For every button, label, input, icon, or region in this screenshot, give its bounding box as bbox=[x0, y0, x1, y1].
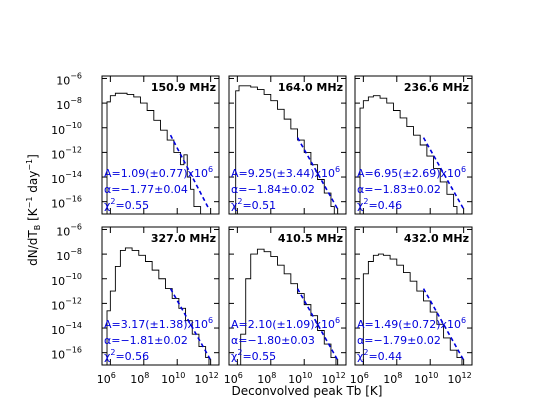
fit-alpha: α=−1.81±0.02 bbox=[104, 334, 188, 347]
fit-alpha: α=−1.80±0.03 bbox=[231, 334, 315, 347]
fit-amplitude: A=9.25(±3.44)x106 bbox=[231, 165, 340, 180]
fit-amplitude: A=2.10(±1.09)x106 bbox=[231, 316, 340, 331]
fit-amplitude: A=3.17(±1.38)x106 bbox=[104, 316, 213, 331]
frequency-label: 410.5 MHz bbox=[278, 232, 343, 245]
fit-chi-squared: χ2=0.46 bbox=[357, 197, 402, 212]
fit-alpha: α=−1.77±0.04 bbox=[104, 183, 188, 196]
histogram-line bbox=[240, 248, 337, 365]
y-tick-label: 10−16 bbox=[51, 346, 82, 362]
panel-6: 432.0 MHz A=1.49(±0.72)x106 α=−1.79±0.02χ2… bbox=[354, 226, 473, 366]
fit-chi-squared: χ2=0.56 bbox=[104, 348, 149, 363]
svg-text:dN/dTB [K−1 day−1]: dN/dTB [K−1 day−1] bbox=[25, 154, 42, 266]
y-tick-label: 10−10 bbox=[51, 121, 82, 137]
panel-frame bbox=[354, 226, 473, 366]
panel-5: 410.5 MHz A=2.10(±1.09)x106 α=−1.80±0.03χ2… bbox=[228, 226, 347, 366]
frequency-label: 236.6 MHz bbox=[404, 81, 469, 94]
panel-frame bbox=[101, 226, 220, 366]
x-tick-label: 1012 bbox=[448, 371, 472, 386]
panel-frame bbox=[354, 75, 473, 215]
histogram-line bbox=[106, 247, 210, 365]
histogram-line bbox=[359, 95, 458, 214]
y-tick-label: 10−14 bbox=[51, 170, 82, 186]
fit-chi-squared: χ2=0.44 bbox=[357, 348, 402, 363]
x-tick-label: 1012 bbox=[195, 371, 219, 386]
fit-amplitude: A=6.95(±2.69)x106 bbox=[357, 165, 466, 180]
y-tick-label: 10−6 bbox=[56, 71, 82, 87]
frequency-label: 164.0 MHz bbox=[278, 81, 343, 94]
fit-alpha: α=−1.83±0.02 bbox=[357, 183, 441, 196]
y-tick-label: 10−8 bbox=[56, 96, 82, 112]
y-tick-label: 10−12 bbox=[51, 145, 82, 161]
histogram-line bbox=[362, 253, 463, 365]
histogram-line bbox=[106, 92, 202, 214]
y-tick-label: 10−16 bbox=[51, 195, 82, 211]
y-tick-label: 10−14 bbox=[51, 321, 82, 337]
fit-amplitude: A=1.09(±0.77)x106 bbox=[104, 165, 213, 180]
frequency-label: 432.0 MHz bbox=[404, 232, 469, 245]
x-tick-label: 106 bbox=[97, 371, 116, 386]
panel-frame bbox=[228, 75, 347, 215]
y-tick-label: 10−8 bbox=[56, 247, 82, 263]
fit-alpha: α=−1.79±0.02 bbox=[357, 334, 441, 347]
frequency-label: 327.0 MHz bbox=[151, 232, 216, 245]
histogram-line bbox=[235, 85, 335, 214]
frequency-label: 150.9 MHz bbox=[151, 81, 216, 94]
x-tick-label: 1010 bbox=[414, 371, 438, 386]
y-axis-label: dN/dTB [K−1 day−1] bbox=[25, 154, 42, 266]
x-tick-label: 108 bbox=[130, 371, 149, 386]
y-tick-label: 10−10 bbox=[51, 272, 82, 288]
panel-1: 150.9 MHz A=1.09(±0.77)x106 α=−1.77±0.04χ2… bbox=[101, 75, 220, 215]
y-tick-label: 10−6 bbox=[56, 222, 82, 238]
fit-amplitude: A=1.49(±0.72)x106 bbox=[357, 316, 466, 331]
y-tick-label: 10−12 bbox=[51, 296, 82, 312]
panel-4: 327.0 MHz A=3.17(±1.38)x106 α=−1.81±0.02χ2… bbox=[101, 226, 220, 366]
panel-frame bbox=[228, 226, 347, 366]
x-tick-label: 108 bbox=[383, 371, 402, 386]
x-axis-label: Deconvolved peak Tb [K] bbox=[232, 384, 383, 398]
panel-frame bbox=[101, 75, 220, 215]
fit-alpha: α=−1.84±0.02 bbox=[231, 183, 315, 196]
fit-chi-squared: χ2=0.55 bbox=[104, 197, 149, 212]
fit-chi-squared: χ2=0.55 bbox=[231, 348, 276, 363]
panel-2: 164.0 MHz A=9.25(±3.44)x106 α=−1.84±0.02χ2… bbox=[228, 75, 347, 215]
panel-3: 236.6 MHz A=6.95(±2.69)x106 α=−1.83±0.02χ2… bbox=[354, 75, 473, 215]
fit-chi-squared: χ2=0.51 bbox=[231, 197, 276, 212]
x-tick-label: 1010 bbox=[161, 371, 185, 386]
